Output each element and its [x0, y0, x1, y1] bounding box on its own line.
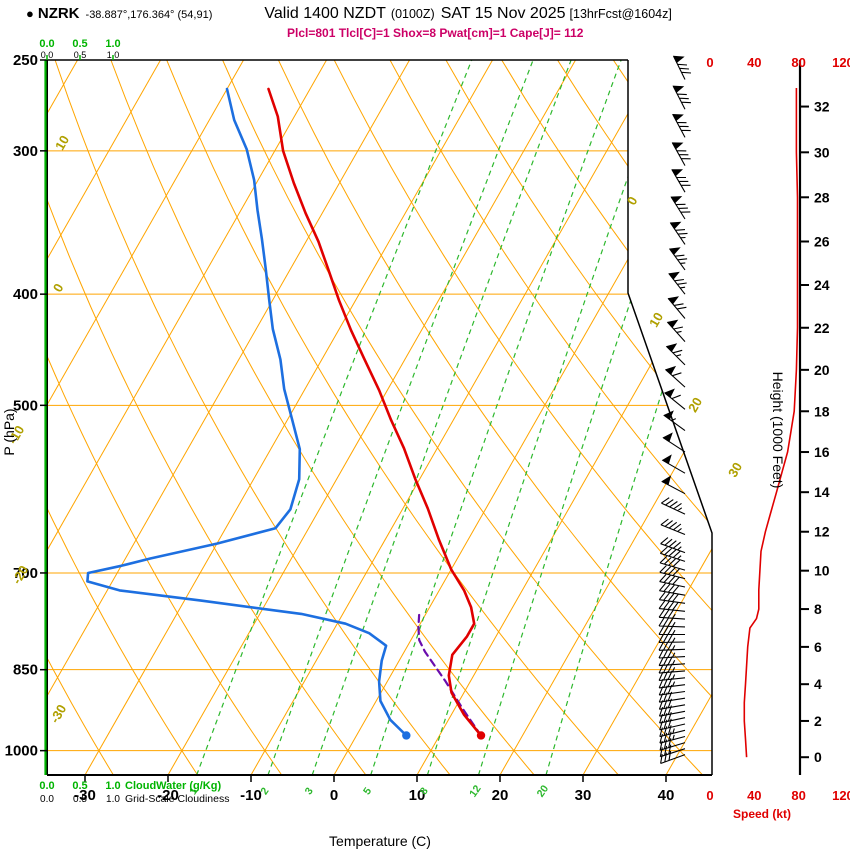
speed-axis: 0040408080120120Speed (kt): [706, 55, 850, 821]
svg-text:-30: -30: [74, 787, 96, 804]
svg-text:250: 250: [13, 52, 38, 69]
svg-text:700: 700: [13, 565, 38, 582]
svg-text:0: 0: [330, 787, 338, 804]
mixing-ratio-labels: 1 2 3 5 8 12 20: [187, 783, 551, 800]
svg-text:0: 0: [814, 749, 822, 765]
svg-text:0.0: 0.0: [39, 38, 54, 50]
svg-text:30: 30: [814, 144, 830, 160]
svg-text:10: 10: [52, 133, 72, 153]
svg-text:1000: 1000: [5, 743, 38, 760]
chart-title-bar: ● NZRK -38.887°,176.364° (54,91) Valid 14…: [26, 5, 850, 23]
svg-text:0.5: 0.5: [72, 38, 87, 50]
svg-text:120: 120: [832, 55, 850, 70]
svg-text:1: 1: [187, 785, 200, 797]
svg-text:16: 16: [814, 444, 830, 460]
svg-text:30: 30: [725, 460, 745, 480]
cloudwater-scale: 0.00.00.00.00.50.50.50.51.01.01.01.0Clou…: [39, 38, 229, 805]
axis-titles: P (hPa) Temperature (C) Height (1000 Feet): [1, 372, 786, 849]
sounding-indices: Plcl=801 Tlcl[C]=1 Shox=8 Pwat[cm]=1 Cap…: [287, 26, 584, 40]
svg-text:26: 26: [814, 234, 830, 250]
svg-text:18: 18: [814, 403, 830, 419]
svg-text:40: 40: [658, 787, 675, 804]
svg-text:24: 24: [814, 277, 830, 293]
svg-text:1.0: 1.0: [105, 780, 120, 792]
svg-text:8: 8: [418, 785, 431, 797]
svg-text:500: 500: [13, 397, 38, 414]
valid-date: SAT 15 Nov 2025: [440, 5, 566, 22]
svg-text:-30: -30: [47, 702, 69, 726]
svg-text:10: 10: [814, 563, 830, 579]
svg-text:-20: -20: [157, 787, 179, 804]
forecast-hour-tag: [13hrFcst@1604z]: [569, 7, 672, 21]
svg-text:Speed (kt): Speed (kt): [733, 807, 791, 821]
svg-text:5: 5: [361, 785, 374, 797]
svg-text:-10: -10: [240, 787, 262, 804]
svg-text:CloudWater (g/Kg): CloudWater (g/Kg): [125, 780, 221, 792]
svg-text:10: 10: [409, 787, 426, 804]
svg-text:0: 0: [624, 194, 641, 208]
plot-frame: [46, 59, 713, 776]
dewpoint-curve: [86, 87, 408, 737]
svg-text:12: 12: [467, 783, 484, 800]
svg-text:2: 2: [814, 713, 822, 729]
svg-text:30: 30: [575, 787, 592, 804]
wind-speed-profile-line: [743, 88, 799, 758]
background-grid: [47, 60, 712, 775]
svg-text:850: 850: [13, 662, 38, 679]
svg-text:4: 4: [814, 676, 822, 692]
svg-text:400: 400: [13, 286, 38, 303]
svg-text:Temperature (C): Temperature (C): [329, 833, 431, 849]
pressure-axis: 250 300 400 500 700 850 1000: [5, 52, 47, 760]
temperature-axis: -30 -20 -10 0 10 20 30 40: [74, 775, 674, 804]
valid-utc-time: (0100Z): [390, 7, 435, 21]
parcel-path-line: [417, 612, 483, 737]
sounding-profiles: [86, 87, 486, 740]
svg-text:80: 80: [791, 788, 805, 803]
svg-text:8: 8: [814, 601, 822, 617]
svg-text:1.0: 1.0: [106, 794, 120, 805]
valid-time: Valid 1400 NZDT: [264, 5, 386, 22]
temperature-curve: [267, 87, 483, 737]
surface-dewpoint-dot: [402, 731, 411, 740]
wind-barbs-column: [658, 55, 692, 765]
svg-text:32: 32: [814, 99, 830, 115]
svg-text:0.0: 0.0: [39, 780, 54, 792]
surface-temperature-dot: [476, 731, 486, 740]
svg-text:22: 22: [814, 320, 830, 336]
svg-text:40: 40: [747, 55, 761, 70]
svg-text:0: 0: [50, 281, 67, 295]
svg-text:20: 20: [535, 783, 552, 800]
svg-text:14: 14: [814, 484, 830, 500]
svg-text:P (hPa): P (hPa): [1, 408, 17, 455]
svg-text:20: 20: [814, 362, 830, 378]
station-bullet-icon: ●: [26, 6, 34, 21]
svg-text:3: 3: [303, 785, 316, 797]
svg-text:Grid-Scale Cloudiness: Grid-Scale Cloudiness: [125, 793, 229, 805]
svg-text:20: 20: [492, 787, 509, 804]
svg-text:40: 40: [747, 788, 761, 803]
svg-text:0: 0: [706, 55, 713, 70]
svg-text:0.0: 0.0: [40, 794, 54, 805]
svg-text:80: 80: [791, 55, 805, 70]
svg-text:10: 10: [646, 310, 666, 330]
svg-text:0.5: 0.5: [72, 780, 87, 792]
station-coordinates: -38.887°,176.364° (54,91): [85, 9, 213, 21]
svg-text:12: 12: [814, 524, 830, 540]
svg-text:0.5: 0.5: [73, 794, 87, 805]
svg-text:300: 300: [13, 143, 38, 160]
svg-text:2: 2: [258, 785, 271, 797]
svg-text:Height (1000 Feet): Height (1000 Feet): [770, 372, 786, 489]
svg-text:0: 0: [706, 788, 713, 803]
svg-text:20: 20: [685, 395, 705, 415]
svg-text:6: 6: [814, 639, 822, 655]
svg-text:28: 28: [814, 189, 830, 205]
svg-text:1.0: 1.0: [105, 38, 120, 50]
svg-text:120: 120: [832, 788, 850, 803]
station-id: ● NZRK: [26, 5, 80, 22]
